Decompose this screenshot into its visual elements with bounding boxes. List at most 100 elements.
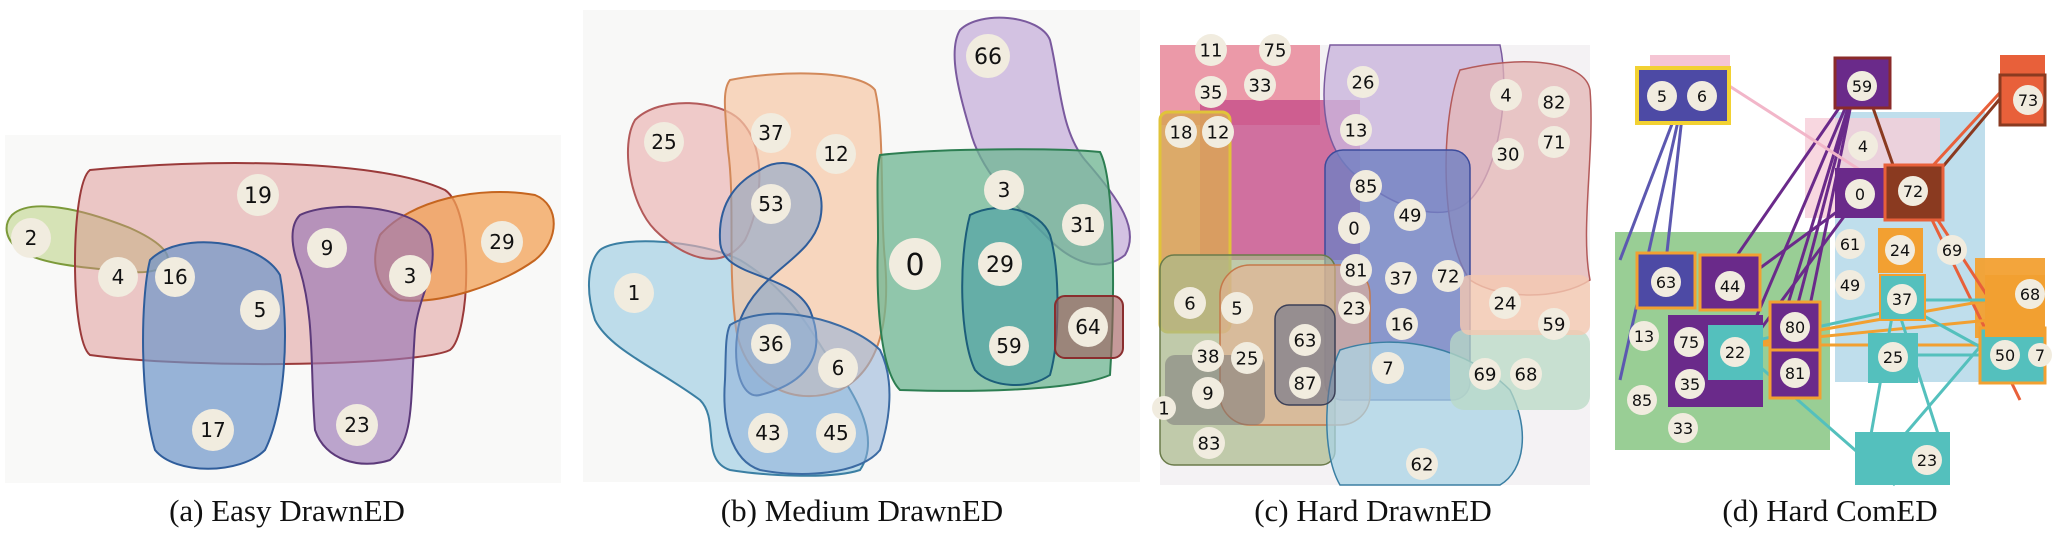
node-b-12: 12 [816, 134, 856, 174]
node-label: 82 [1543, 92, 1566, 113]
node-c-71: 71 [1538, 126, 1570, 158]
node-a-3: 3 [389, 255, 431, 297]
node-d-61: 61 [1835, 229, 1865, 259]
node-label: 63 [1294, 330, 1317, 351]
node-label: 6 [1184, 293, 1195, 314]
node-label: 3 [404, 264, 417, 288]
node-circle [1510, 358, 1542, 390]
node-circle [1847, 71, 1877, 101]
node-label: 44 [1720, 277, 1740, 296]
set-box-72 [1883, 163, 1945, 222]
node-label: 0 [1855, 185, 1865, 204]
node-c-25: 25 [1231, 342, 1263, 374]
node-label: 63 [1656, 273, 1676, 292]
node-label: 5 [254, 298, 267, 322]
node-label: 16 [162, 265, 187, 289]
node-label: 16 [1391, 314, 1414, 335]
set-box-63 [1635, 251, 1697, 310]
node-circle [1394, 199, 1426, 231]
node-b-36: 36 [751, 324, 791, 364]
node-d-50: 50 [1990, 340, 2020, 370]
node-circle [1469, 358, 1501, 390]
node-c-82: 82 [1538, 86, 1570, 118]
node-circle [389, 255, 431, 297]
node-circle [1687, 81, 1717, 111]
node-label: 9 [321, 236, 334, 260]
node-d-75: 75 [1674, 327, 1704, 357]
node-circle [1340, 254, 1372, 286]
node-c-68: 68 [1510, 358, 1542, 390]
node-c-62: 62 [1406, 448, 1438, 480]
node-label: 72 [1437, 266, 1460, 287]
node-b-0: 0 [889, 238, 941, 290]
node-circle [1174, 287, 1206, 319]
node-label: 49 [1399, 205, 1422, 226]
node-circle [1062, 204, 1104, 246]
node-a-19: 19 [237, 174, 279, 216]
node-d-0: 0 [1845, 179, 1875, 209]
node-a-29: 29 [481, 221, 523, 263]
node-label: 7 [2035, 346, 2045, 365]
node-circle [1668, 413, 1698, 443]
node-d-22: 22 [1720, 337, 1750, 367]
node-c-4: 4 [1490, 79, 1522, 111]
node-a-23: 23 [336, 404, 378, 446]
node-a-2: 2 [11, 218, 51, 258]
node-label: 12 [1207, 122, 1230, 143]
node-c-7: 7 [1372, 352, 1404, 384]
caption-a: (a) Easy DrawnED [169, 493, 405, 528]
node-c-69: 69 [1469, 358, 1501, 390]
node-label: 36 [758, 332, 783, 356]
node-circle [614, 273, 654, 313]
node-label: 68 [1515, 364, 1538, 385]
node-label: 23 [1917, 451, 1937, 470]
node-b-59: 59 [989, 326, 1029, 366]
node-circle [11, 218, 51, 258]
node-circle [1629, 321, 1659, 351]
node-label: 53 [758, 192, 783, 216]
node-label: 23 [1343, 298, 1366, 319]
node-circle [1289, 324, 1321, 356]
node-c-26: 26 [1347, 66, 1379, 98]
node-circle [1432, 260, 1464, 292]
node-b-45: 45 [816, 413, 856, 453]
node-circle [1848, 131, 1878, 161]
node-c-24: 24 [1489, 287, 1521, 319]
node-circle [1244, 69, 1276, 101]
node-label: 62 [1411, 454, 1434, 475]
node-circle [644, 122, 684, 162]
node-circle [1878, 342, 1908, 372]
node-circle [1338, 292, 1370, 324]
node-circle [1538, 308, 1570, 340]
node-circle [989, 326, 1029, 366]
node-label: 2 [25, 226, 38, 250]
node-label: 13 [1634, 327, 1654, 346]
node-label: 59 [1543, 314, 1566, 335]
node-d-24: 24 [1885, 235, 1915, 265]
node-label: 61 [1840, 235, 1860, 254]
node-d-4: 4 [1848, 131, 1878, 161]
node-label: 29 [986, 253, 1014, 278]
node-circle [1193, 427, 1225, 459]
node-d-44: 44 [1715, 271, 1745, 301]
node-d-13: 13 [1629, 321, 1659, 351]
node-circle [751, 184, 791, 224]
set-blue-lower [723, 312, 891, 475]
node-label: 81 [1785, 364, 1805, 383]
node-circle [1780, 312, 1810, 342]
node-circle [1489, 287, 1521, 319]
node-d-59: 59 [1847, 71, 1877, 101]
node-label: 75 [1264, 40, 1287, 61]
node-circle [1192, 340, 1224, 372]
node-circle [1675, 369, 1705, 399]
node-circle [978, 242, 1022, 286]
node-label: 72 [1903, 182, 1923, 201]
node-c-35: 35 [1195, 76, 1227, 108]
node-b-31: 31 [1062, 204, 1104, 246]
node-circle [1259, 34, 1291, 66]
node-label: 35 [1680, 375, 1700, 394]
node-b-43: 43 [748, 413, 788, 453]
node-circle [1887, 284, 1917, 314]
node-a-17: 17 [192, 409, 234, 451]
node-label: 5 [1231, 298, 1242, 319]
